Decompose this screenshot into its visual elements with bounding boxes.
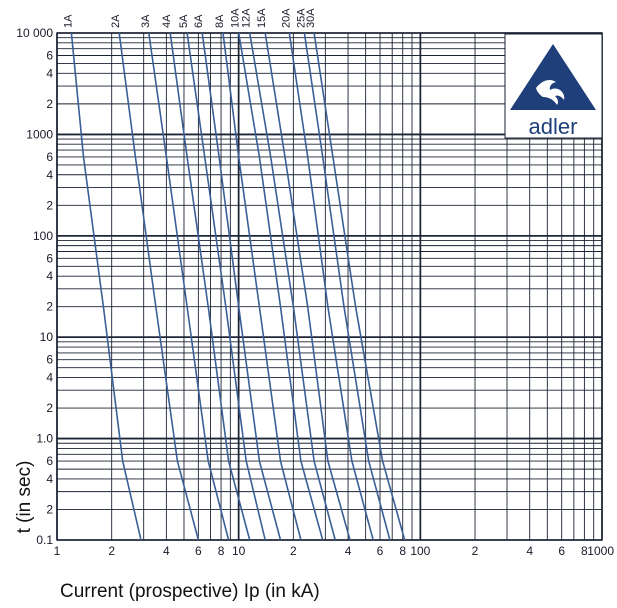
fuse-curve-4a	[169, 32, 251, 541]
x-tick-label: 8	[218, 544, 225, 558]
fuse-curve-1a	[70, 32, 142, 541]
logo-triangle-icon	[510, 44, 596, 110]
x-tick-label: 4	[163, 544, 170, 558]
y-tick-label: 6	[46, 353, 53, 367]
y-tick-label: 0.1	[36, 533, 53, 547]
y-tick-label: 1.0	[36, 432, 53, 446]
y-tick-label: 6	[46, 251, 53, 265]
x-tick-label: 8	[399, 544, 406, 558]
y-tick-label: 4	[46, 168, 53, 182]
y-tick-label: 2	[46, 401, 53, 415]
y-tick-label: 10 000	[16, 26, 53, 40]
fuse-curve-2a	[118, 32, 200, 541]
fuse-curve-3a	[148, 32, 230, 541]
x-tick-label: 6	[558, 544, 565, 558]
y-tick-label: 4	[46, 269, 53, 283]
fuse-curve-30a	[313, 32, 406, 541]
curve-label: 3A	[140, 14, 152, 28]
curve-label: 12A	[241, 8, 253, 28]
y-tick-label: 2	[46, 198, 53, 212]
x-tick-label: 2	[472, 544, 479, 558]
logo: adler	[504, 33, 603, 139]
fuse-curve-12a	[248, 32, 336, 541]
chart-curves	[70, 32, 406, 541]
y-tick-label: 6	[46, 454, 53, 468]
y-tick-label: 2	[46, 97, 53, 111]
curve-label: 30A	[305, 8, 317, 28]
curve-label: 6A	[193, 14, 205, 28]
y-tick-label: 1000	[26, 127, 53, 141]
fuse-curve-8a	[222, 32, 302, 541]
y-tick-label: 6	[46, 150, 53, 164]
curve-label: 20A	[280, 8, 292, 28]
x-tick-label: 2	[108, 544, 115, 558]
logo-wordmark: adler	[529, 114, 578, 139]
y-tick-label: 4	[46, 472, 53, 486]
x-tick-label: 8	[581, 544, 588, 558]
y-axis-title: t (in sec)	[14, 461, 35, 534]
x-tick-label: 100	[410, 544, 430, 558]
plot-frame	[56, 32, 603, 541]
curve-label: 25A	[295, 8, 307, 28]
curve-label: 10A	[230, 8, 242, 28]
y-tick-label: 100	[33, 229, 53, 243]
fuse-curve-15a	[264, 32, 351, 541]
fuse-curve-20a	[288, 32, 374, 541]
x-tick-label: 6	[195, 544, 202, 558]
y-axis-ticks: 10 000 6 4 2 1000 6 4 2 100 6 4 2 10 6 4 2 1.0 6 4 2 0.1	[16, 26, 53, 547]
fuse-curve-5a	[186, 32, 266, 541]
y-tick-label: 2	[46, 502, 53, 516]
y-tick-label: 10	[40, 330, 54, 344]
y-tick-label: 2	[46, 300, 53, 314]
curve-label: 8A	[214, 14, 226, 28]
curve-label: 15A	[256, 8, 268, 28]
curve-label: 5A	[178, 14, 190, 28]
curve-label: 1A	[62, 14, 74, 28]
y-tick-label: 4	[46, 66, 53, 80]
x-axis-title: Current (prospective) Ip (in kA)	[60, 581, 320, 602]
x-tick-label: 2	[290, 544, 297, 558]
x-axis-ticks: 1 2 4 6 8 10 2 4 6 8 100 2 4 6 8 1000	[54, 544, 615, 558]
curve-label: 2A	[110, 14, 122, 28]
curve-label: 4A	[161, 14, 173, 28]
fuse-curve-6a	[201, 32, 282, 541]
x-tick-label: 4	[345, 544, 352, 558]
fuse-curve-25a	[303, 32, 391, 541]
fuse-curve-10a	[237, 32, 324, 541]
y-tick-label: 4	[46, 371, 53, 385]
x-tick-label: 1000	[587, 544, 614, 558]
x-tick-label: 1	[54, 544, 61, 558]
y-tick-label: 6	[46, 48, 53, 62]
x-tick-label: 10	[232, 544, 246, 558]
eagle-icon	[536, 80, 565, 105]
x-tick-label: 4	[526, 544, 533, 558]
x-tick-label: 6	[377, 544, 384, 558]
